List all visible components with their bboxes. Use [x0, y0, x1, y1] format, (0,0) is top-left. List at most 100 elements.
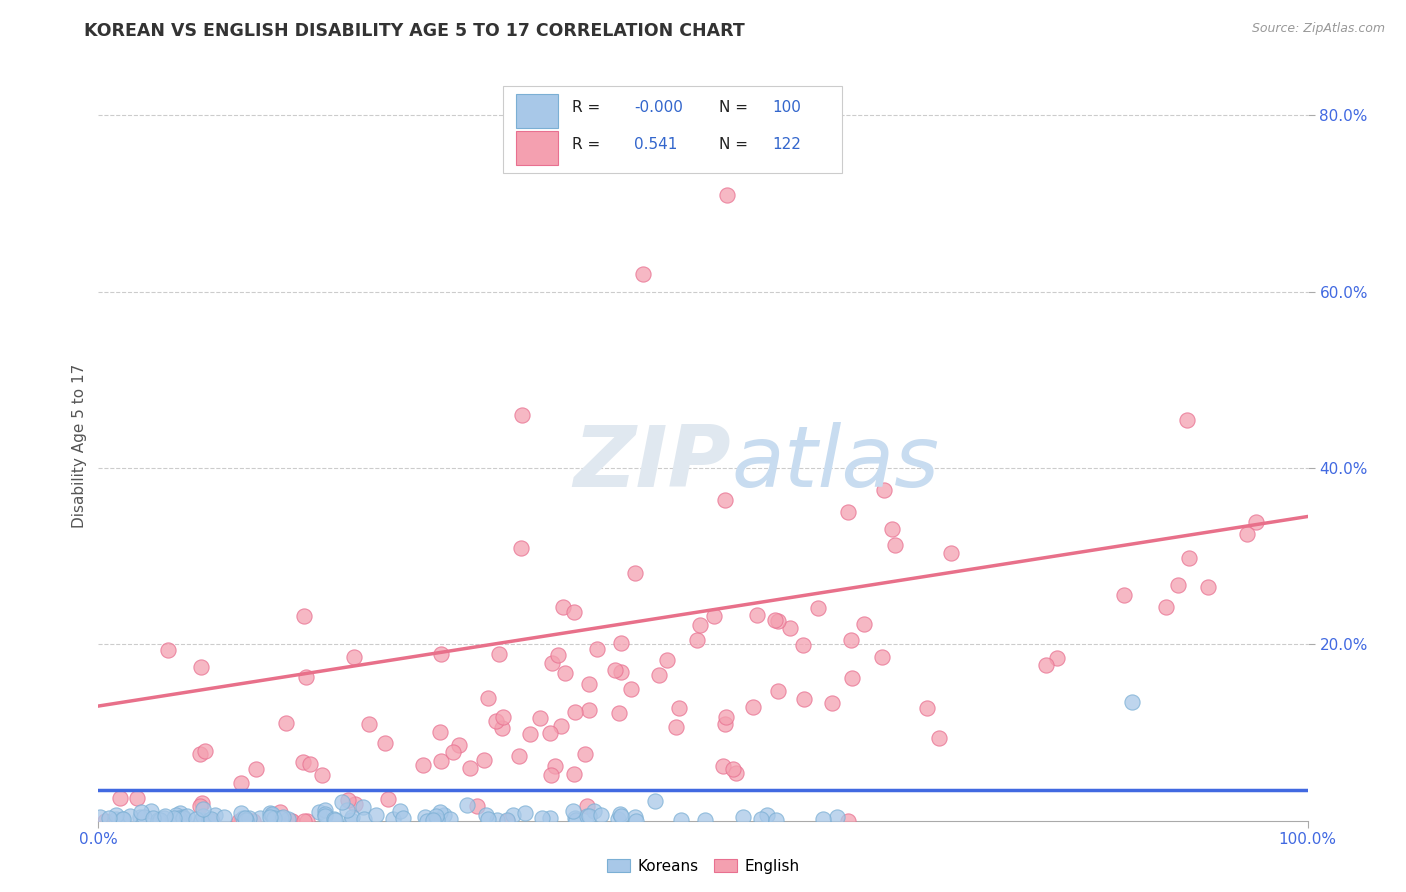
- Point: [336, 803, 359, 817]
- Point: [837, 814, 859, 828]
- Point: [382, 813, 405, 827]
- Point: [105, 812, 128, 826]
- Point: [169, 805, 191, 820]
- Text: -0.000: -0.000: [634, 100, 683, 115]
- Point: [229, 805, 252, 820]
- Point: [132, 809, 155, 823]
- Point: [276, 715, 298, 730]
- Point: [880, 522, 903, 536]
- Point: [374, 736, 396, 750]
- Point: [742, 700, 765, 714]
- Point: [238, 811, 260, 825]
- Text: KOREAN VS ENGLISH DISABILITY AGE 5 TO 17 CORRELATION CHART: KOREAN VS ENGLISH DISABILITY AGE 5 TO 17…: [84, 22, 745, 40]
- Point: [538, 812, 561, 826]
- Point: [232, 812, 254, 826]
- Point: [852, 617, 875, 632]
- Text: 100: 100: [772, 100, 801, 115]
- Point: [689, 618, 711, 632]
- Point: [496, 814, 519, 828]
- Point: [541, 656, 564, 670]
- Point: [488, 647, 510, 661]
- Point: [149, 814, 172, 828]
- Point: [191, 802, 214, 816]
- Point: [340, 810, 363, 824]
- Point: [578, 677, 600, 691]
- Point: [610, 808, 633, 822]
- Point: [377, 792, 399, 806]
- Point: [589, 808, 612, 822]
- Point: [492, 710, 515, 724]
- Point: [357, 716, 380, 731]
- Point: [308, 805, 330, 819]
- Point: [631, 267, 654, 281]
- Point: [291, 756, 314, 770]
- Point: [388, 804, 411, 818]
- Point: [540, 767, 562, 781]
- Point: [323, 813, 346, 827]
- Point: [188, 747, 211, 761]
- Point: [564, 605, 586, 619]
- Point: [422, 813, 444, 827]
- Point: [939, 546, 962, 560]
- Point: [508, 749, 530, 764]
- Point: [502, 808, 524, 822]
- Point: [669, 814, 692, 828]
- Point: [127, 790, 149, 805]
- Point: [193, 744, 215, 758]
- Point: [721, 762, 744, 776]
- Point: [190, 660, 212, 674]
- Point: [184, 812, 207, 826]
- Point: [496, 813, 519, 827]
- Point: [271, 810, 294, 824]
- Point: [429, 805, 451, 820]
- Point: [582, 804, 605, 818]
- Point: [530, 812, 553, 826]
- Point: [1244, 515, 1267, 529]
- Point: [172, 811, 194, 825]
- Point: [702, 609, 724, 624]
- Point: [153, 811, 176, 825]
- Point: [841, 671, 863, 685]
- Point: [578, 808, 600, 822]
- Point: [259, 805, 281, 820]
- Point: [311, 767, 333, 781]
- Point: [229, 776, 252, 790]
- Point: [510, 541, 533, 555]
- Point: [188, 798, 211, 813]
- Point: [190, 813, 212, 827]
- Point: [745, 607, 768, 622]
- Point: [538, 725, 561, 739]
- Point: [292, 814, 315, 828]
- Point: [624, 814, 647, 828]
- Point: [314, 809, 336, 823]
- Point: [1114, 588, 1136, 602]
- Point: [295, 670, 318, 684]
- Point: [314, 806, 336, 821]
- Point: [644, 794, 666, 808]
- Point: [163, 811, 186, 825]
- Point: [429, 724, 451, 739]
- Point: [665, 720, 688, 734]
- Point: [104, 808, 127, 822]
- Point: [554, 665, 576, 680]
- Point: [416, 814, 439, 828]
- Point: [191, 809, 214, 823]
- Point: [441, 745, 464, 759]
- Point: [620, 681, 643, 696]
- Point: [870, 650, 893, 665]
- Point: [564, 811, 586, 825]
- Text: ZIP: ZIP: [574, 422, 731, 506]
- Point: [575, 799, 598, 814]
- Point: [1035, 657, 1057, 672]
- Point: [714, 493, 737, 508]
- Point: [204, 808, 226, 822]
- Text: N =: N =: [718, 100, 752, 115]
- Point: [165, 807, 187, 822]
- Point: [485, 714, 508, 729]
- Point: [648, 667, 671, 681]
- Point: [260, 806, 283, 821]
- Point: [609, 807, 631, 822]
- Point: [412, 758, 434, 772]
- Point: [578, 703, 600, 717]
- Point: [610, 665, 633, 680]
